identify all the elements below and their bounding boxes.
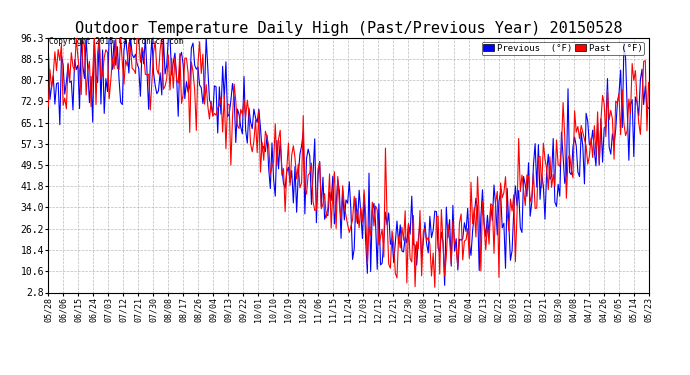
Legend: Previous  (°F), Past  (°F): Previous (°F), Past (°F) — [482, 42, 644, 55]
Title: Outdoor Temperature Daily High (Past/Previous Year) 20150528: Outdoor Temperature Daily High (Past/Pre… — [75, 21, 622, 36]
Text: Copyright 2015 Cartronics.com: Copyright 2015 Cartronics.com — [49, 38, 183, 46]
